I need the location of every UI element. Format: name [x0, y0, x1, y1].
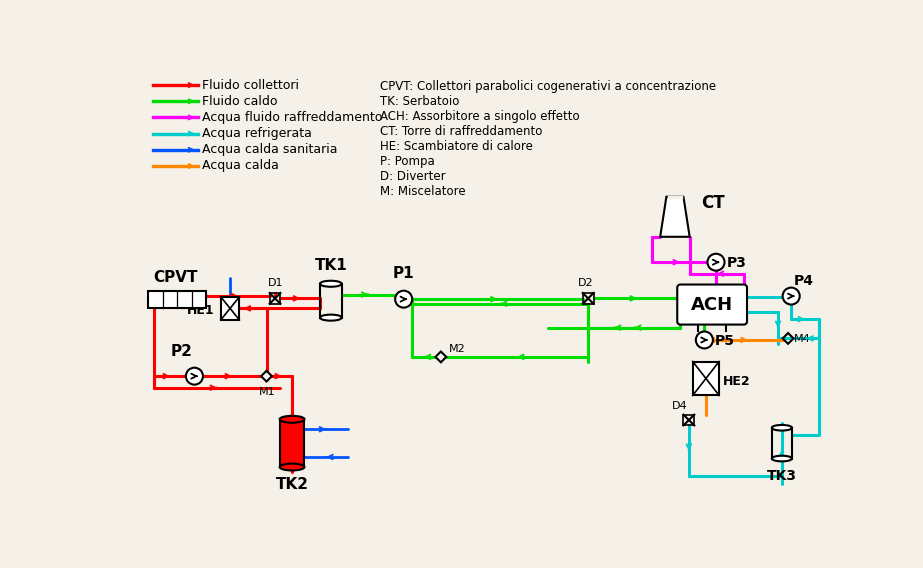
Bar [221, 297, 239, 320]
Text: Acqua refrigerata: Acqua refrigerata [202, 127, 312, 140]
Text: P2: P2 [171, 344, 193, 359]
Text: CPVT: CPVT [153, 270, 198, 285]
Bar [149, 291, 207, 308]
Text: Fluido caldo: Fluido caldo [202, 95, 278, 108]
Ellipse shape [320, 315, 342, 321]
Text: TK: Serbatoio: TK: Serbatoio [380, 95, 460, 108]
Circle shape [186, 367, 203, 385]
Bar [693, 361, 719, 395]
Text: M: Miscelatore: M: Miscelatore [380, 185, 466, 198]
Text: D2: D2 [578, 278, 593, 289]
Text: D1: D1 [268, 278, 283, 289]
Bar [582, 293, 593, 304]
Text: D4: D4 [672, 401, 688, 411]
Text: ACH: ACH [691, 295, 733, 314]
Text: Acqua calda: Acqua calda [202, 160, 279, 173]
Text: M4: M4 [795, 334, 811, 344]
Text: ACH: Assorbitore a singolo effetto: ACH: Assorbitore a singolo effetto [380, 110, 580, 123]
Text: P: Pompa: P: Pompa [380, 155, 435, 168]
Text: Fluido collettori: Fluido collettori [202, 78, 299, 91]
Polygon shape [660, 197, 689, 237]
Text: CT: CT [701, 194, 725, 212]
Ellipse shape [772, 425, 792, 431]
Ellipse shape [772, 456, 792, 461]
Circle shape [395, 291, 413, 308]
Bar [320, 284, 342, 318]
Bar [280, 419, 305, 467]
Circle shape [783, 287, 799, 304]
Bar [683, 415, 694, 425]
Text: P1: P1 [393, 266, 414, 282]
Text: TK2: TK2 [276, 477, 308, 492]
Bar [280, 419, 305, 467]
Ellipse shape [280, 463, 305, 470]
Circle shape [696, 332, 713, 348]
Bar [270, 293, 281, 304]
Ellipse shape [280, 416, 305, 423]
Text: Acqua calda sanitaria: Acqua calda sanitaria [202, 143, 338, 156]
Text: M2: M2 [449, 344, 465, 354]
Text: CPVT: Collettori parabolici cogenerativi a concentrazione: CPVT: Collettori parabolici cogenerativi… [380, 80, 716, 93]
Text: M1: M1 [259, 387, 276, 397]
Ellipse shape [320, 281, 342, 287]
Text: Acqua fluido raffreddamento: Acqua fluido raffreddamento [202, 111, 382, 124]
Bar [772, 428, 792, 458]
Text: D: Diverter: D: Diverter [380, 170, 446, 183]
Text: CT: Torre di raffreddamento: CT: Torre di raffreddamento [380, 125, 543, 138]
FancyBboxPatch shape [677, 285, 747, 324]
Circle shape [707, 254, 725, 271]
Text: TK3: TK3 [767, 469, 797, 483]
Text: P5: P5 [715, 334, 736, 348]
Text: HE: Scambiatore di calore: HE: Scambiatore di calore [380, 140, 533, 153]
Text: TK1: TK1 [315, 258, 347, 273]
Text: P4: P4 [794, 274, 813, 287]
Text: HE1: HE1 [186, 304, 214, 317]
Text: HE2: HE2 [723, 375, 750, 388]
Text: P3: P3 [726, 256, 747, 270]
